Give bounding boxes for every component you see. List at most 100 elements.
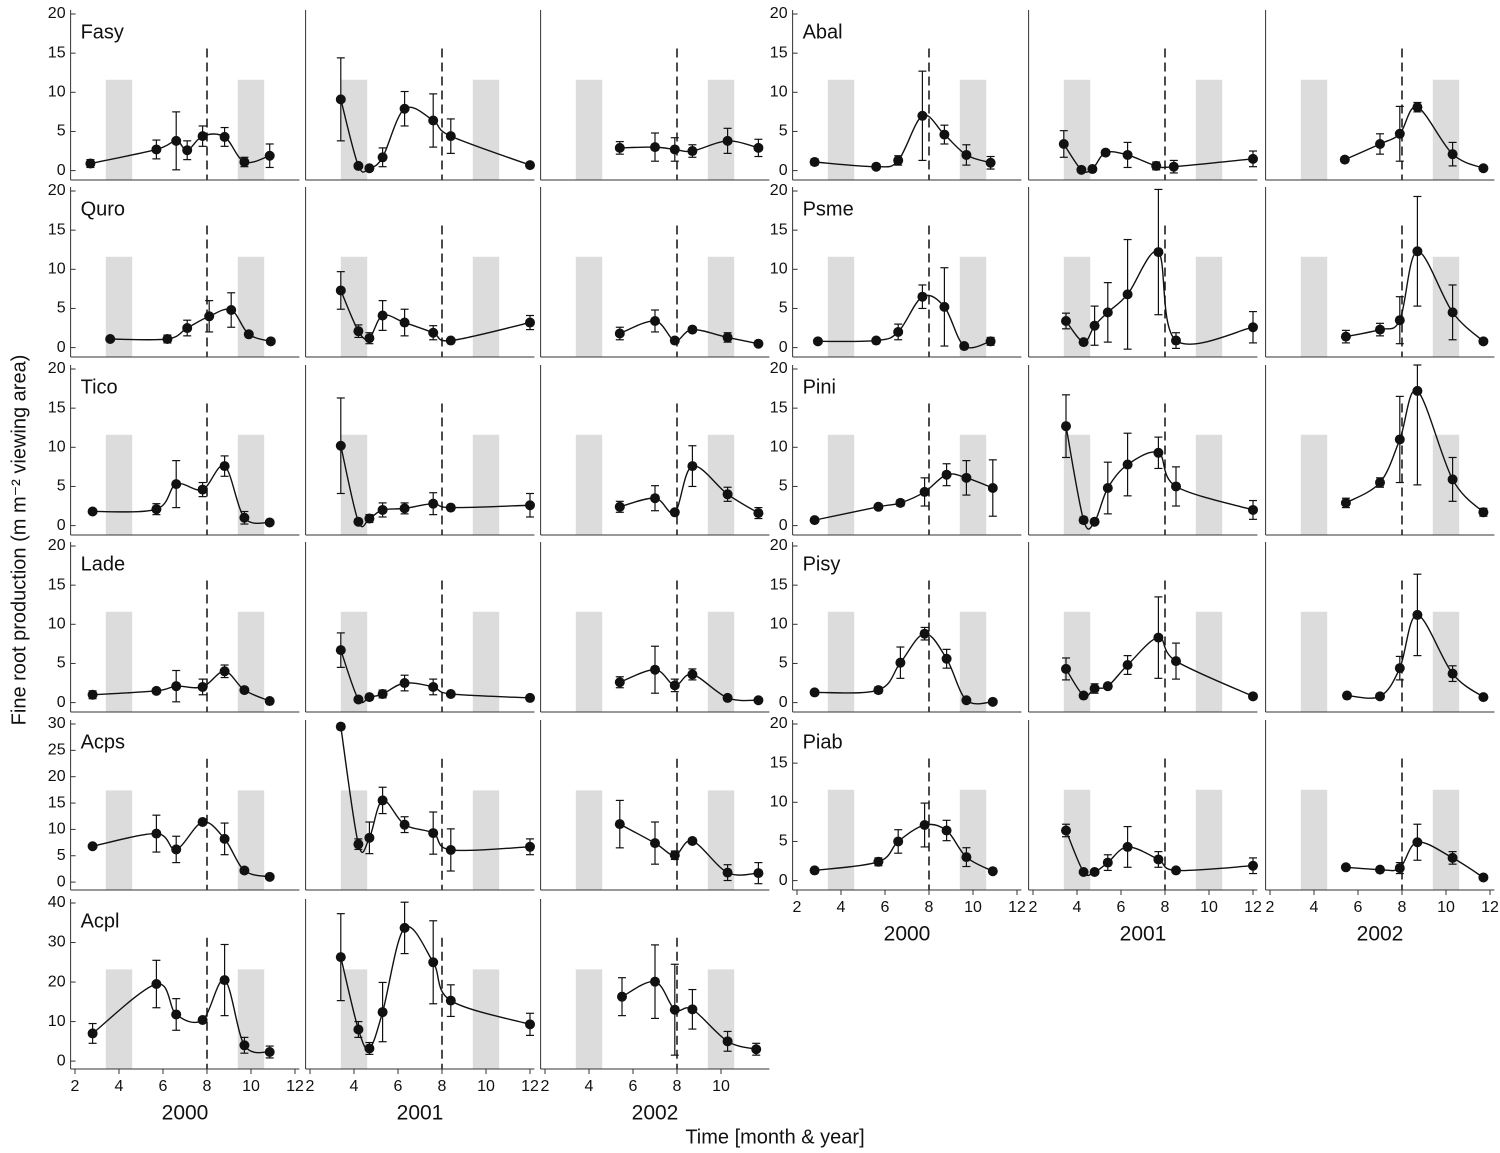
y-tick-label: 20 [48, 973, 66, 990]
shade-band [472, 969, 500, 1069]
point [1171, 481, 1181, 492]
point [917, 110, 928, 121]
x-tick-label: 4 [837, 899, 846, 916]
y-tick-label: 0 [779, 872, 788, 889]
point [687, 324, 698, 335]
point [1122, 660, 1133, 671]
point [364, 163, 375, 174]
panel-title: Quro [81, 198, 125, 220]
point [1089, 683, 1100, 694]
point [871, 335, 882, 346]
point [335, 645, 346, 656]
point [399, 317, 410, 328]
point [428, 681, 439, 692]
year-label: 2000 [884, 923, 931, 946]
point [1339, 154, 1350, 165]
point [1478, 872, 1489, 883]
point [650, 664, 660, 675]
shade-band [575, 79, 603, 180]
point [687, 1004, 698, 1015]
point [669, 850, 680, 861]
point [1478, 692, 1489, 703]
point [1412, 609, 1423, 620]
x-tick-label: 2 [541, 1078, 550, 1095]
y-tick-label: 20 [48, 182, 66, 199]
shade-band [340, 434, 368, 535]
point [377, 688, 388, 699]
point [239, 156, 250, 167]
point [1153, 247, 1164, 258]
point [87, 689, 98, 700]
x-tick-label: 10 [242, 1078, 260, 1095]
point [151, 685, 162, 696]
panel-title: Pini [803, 376, 836, 398]
curve [340, 925, 531, 1050]
point [873, 501, 884, 512]
y-tick-label: 20 [48, 5, 66, 22]
point [687, 835, 698, 846]
point [1478, 507, 1489, 518]
point [239, 865, 250, 876]
x-tick-label: 10 [1200, 899, 1218, 916]
x-tick-label: 6 [1117, 899, 1126, 916]
y-tick-label: 15 [770, 399, 788, 416]
point [1102, 681, 1113, 692]
point [617, 991, 627, 1002]
x-tick-label: 2 [1266, 899, 1275, 916]
shade-band [827, 789, 855, 890]
point [399, 103, 410, 114]
point [919, 820, 930, 831]
shade-band [1300, 79, 1328, 180]
point [614, 501, 625, 512]
x-tick-label: 12 [1481, 899, 1499, 916]
point [1076, 164, 1087, 175]
point [151, 979, 162, 990]
point [399, 503, 410, 514]
shade-band [575, 434, 603, 535]
point [985, 336, 996, 347]
point [722, 1036, 733, 1047]
x-tick-label: 8 [1161, 899, 1170, 916]
point [1340, 862, 1351, 873]
point [87, 506, 98, 517]
point [893, 155, 904, 166]
point [377, 1007, 388, 1018]
point [219, 833, 230, 844]
shade-band [575, 611, 603, 712]
x-tick-label: 12 [286, 1078, 304, 1095]
curve [619, 465, 759, 514]
shade-band [1432, 789, 1460, 890]
point [377, 795, 388, 806]
point [1061, 663, 1071, 674]
shade-band [959, 434, 987, 535]
curve [1065, 426, 1254, 530]
y-tick-label: 10 [48, 84, 66, 101]
point [445, 995, 456, 1006]
y-tick-label: 30 [48, 934, 66, 951]
point [669, 680, 680, 691]
point [895, 657, 906, 668]
year-label: 2001 [397, 1102, 444, 1125]
point [1122, 841, 1133, 852]
curve [1344, 106, 1484, 169]
point [687, 146, 698, 157]
point [1061, 421, 1071, 432]
x-axis-label: Time [month & year] [685, 1126, 864, 1148]
point [987, 483, 998, 494]
y-tick-label: 10 [770, 616, 788, 633]
shade-band [1432, 79, 1460, 180]
y-tick-label: 0 [779, 694, 788, 711]
point [1412, 385, 1423, 396]
y-tick-label: 20 [770, 537, 788, 554]
point [614, 328, 625, 339]
point [893, 326, 904, 337]
curve [1345, 389, 1484, 513]
point [987, 696, 998, 707]
point [1447, 852, 1458, 863]
shade-band [237, 969, 265, 1069]
shade-band [827, 256, 855, 357]
point [1078, 690, 1089, 701]
point [1102, 857, 1113, 868]
shade-band [959, 611, 987, 712]
x-tick-label: 8 [1398, 899, 1407, 916]
